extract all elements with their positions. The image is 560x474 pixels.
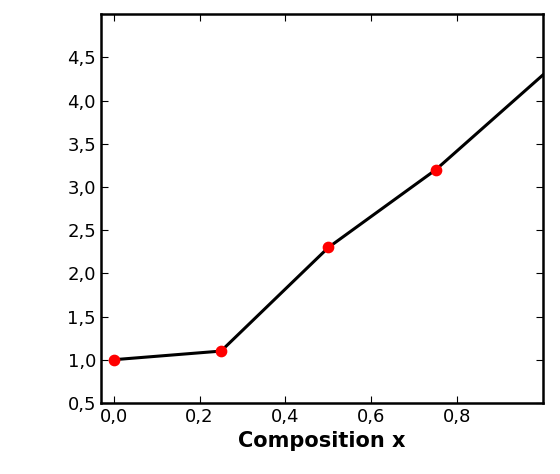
Point: [109, 356, 118, 364]
Point: [217, 347, 226, 355]
Point: [324, 244, 333, 251]
X-axis label: Composition x: Composition x: [238, 431, 406, 451]
Point: [431, 166, 440, 173]
